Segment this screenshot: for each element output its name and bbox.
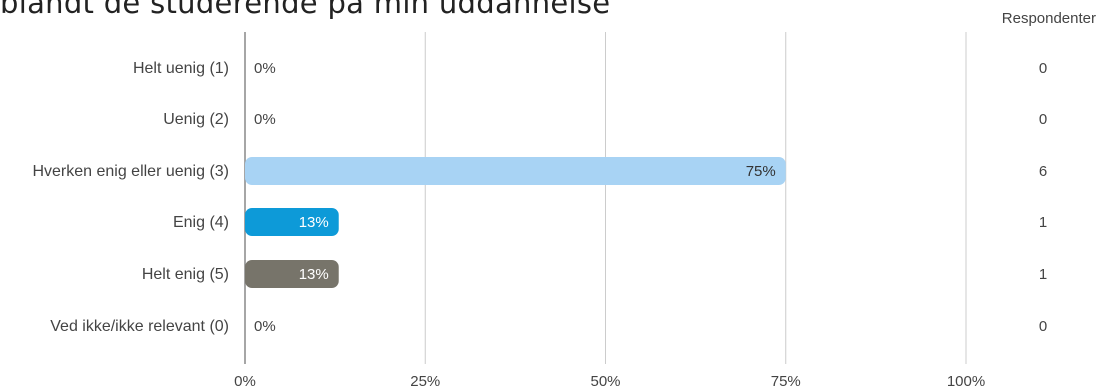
x-tick-label: 75%: [771, 373, 801, 389]
category-label: Uenig (2): [163, 111, 229, 128]
category-label: Helt enig (5): [142, 266, 229, 283]
respondent-count: 0: [1039, 60, 1047, 77]
x-tick-label: 100%: [947, 373, 985, 389]
value-label: 0%: [254, 318, 276, 335]
value-label: 0%: [254, 60, 276, 77]
x-tick-label: 50%: [590, 373, 620, 389]
respondent-count: 6: [1039, 163, 1047, 180]
chart-title: blandt de studerende på min uddannelse: [0, 0, 611, 20]
bar: [245, 157, 786, 185]
bar: [245, 260, 339, 288]
respondent-count: 0: [1039, 111, 1047, 128]
respondent-count: 1: [1039, 266, 1047, 283]
x-tick-label: 25%: [410, 373, 440, 389]
value-label: 13%: [299, 214, 329, 231]
category-label: Hverken enig eller uenig (3): [32, 163, 229, 180]
value-label: 75%: [746, 163, 776, 180]
category-label: Enig (4): [173, 214, 229, 231]
x-tick-label: 0%: [234, 373, 256, 389]
value-label: 0%: [254, 111, 276, 128]
respondent-count: 1: [1039, 214, 1047, 231]
respondents-header: Respondenter: [1001, 10, 1096, 27]
category-label: Ved ikke/ikke relevant (0): [50, 318, 229, 335]
category-label: Helt uenig (1): [133, 60, 229, 77]
bar: [245, 208, 339, 236]
value-label: 13%: [299, 266, 329, 283]
respondent-count: 0: [1039, 318, 1047, 335]
